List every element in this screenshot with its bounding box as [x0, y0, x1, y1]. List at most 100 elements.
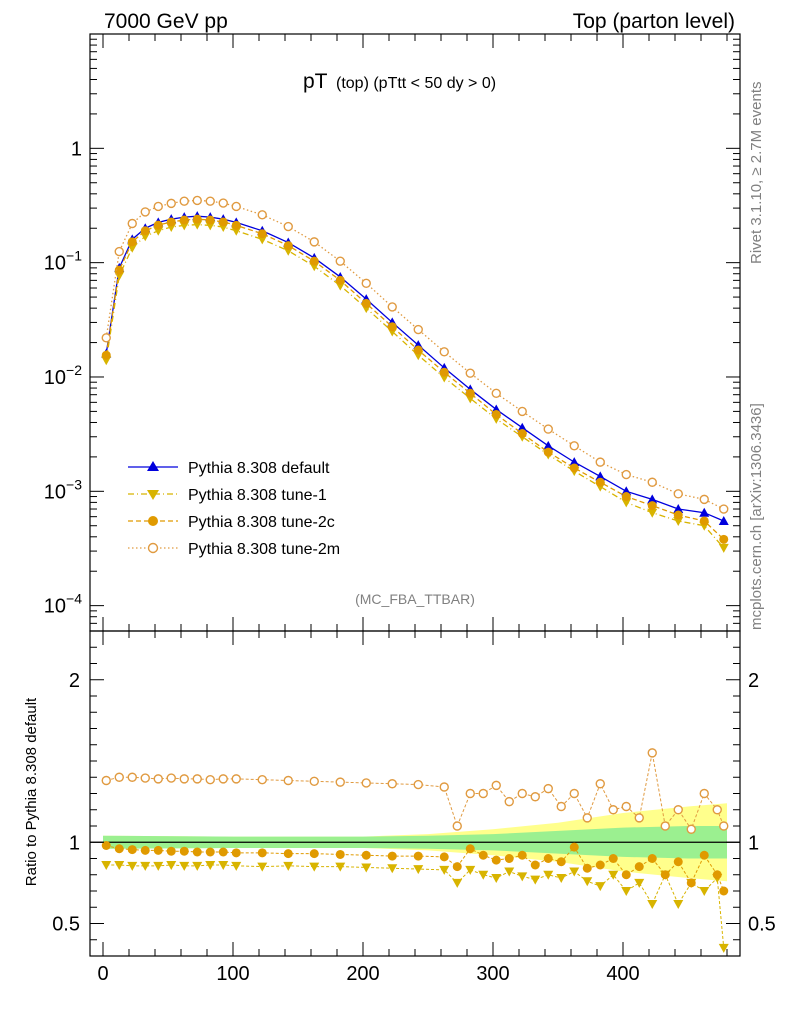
series-2-point-6 — [179, 215, 189, 225]
series-0-point-24 — [595, 471, 606, 481]
series-2-point-11 — [257, 229, 267, 239]
ratio-axes: 2 2 1 1 0.5 0.5 0 100 200 300 400 — [52, 631, 776, 985]
ratio-ytick-label-right-1: 1 — [748, 832, 759, 854]
ratio-series-3-point-22 — [491, 780, 501, 791]
series-3-point-25 — [621, 469, 631, 480]
series-3-point-24 — [595, 457, 605, 467]
series-3-point-19 — [465, 368, 475, 378]
legend-marker-tune-2m — [147, 542, 159, 554]
series-0-point-28 — [699, 507, 710, 517]
ratio-series-2-point-36 — [673, 857, 683, 867]
ratio-series-2-point-24 — [517, 850, 527, 860]
ratio-ytick-label-1: 1 — [69, 832, 80, 854]
main-ytick-label-base-4: 10 — [44, 596, 66, 618]
ratio-series-3-point-24 — [517, 788, 527, 799]
series-3-point-27 — [673, 489, 683, 499]
series-2-point-22 — [543, 447, 553, 457]
ratio-series-1-point-12 — [283, 861, 294, 871]
ratio-series-1-point-7 — [192, 861, 203, 871]
ratio-series-3-point-4 — [153, 774, 163, 784]
legend: Pythia 8.308 default Pythia 8.308 tune-1… — [128, 460, 340, 558]
ratio-series-1-point-21 — [478, 870, 489, 880]
ratio-series-1-point-9 — [218, 861, 229, 870]
ratio-series-3-point-33 — [634, 813, 644, 823]
series-3-point-26 — [647, 477, 657, 487]
ratio-series-2-point-34 — [647, 854, 657, 863]
ratio-series-1-point-16 — [387, 864, 398, 874]
ratio-series-3-point-14 — [335, 777, 345, 787]
ratio-series-1-point-24 — [517, 872, 528, 882]
main-ytick-label-3: 10−3 — [44, 476, 82, 503]
ratio-series-2-point-15 — [361, 850, 371, 860]
ratio-series-3-point-5 — [166, 773, 176, 783]
xtick-label-2: 200 — [346, 963, 379, 985]
ratio-series-2-point-22 — [491, 855, 501, 865]
series-2-point-15 — [361, 298, 371, 308]
ratio-series-2-point-23 — [504, 854, 514, 863]
main-ytick-label-1: 10−1 — [44, 248, 82, 275]
ratio-series-1-point-11 — [257, 862, 268, 872]
series-2-point-28 — [699, 516, 709, 526]
ratio-series-3-point-10 — [231, 774, 241, 784]
series-3-point-17 — [413, 324, 423, 335]
ratio-series-2-point-33 — [634, 862, 644, 872]
series-2-point-4 — [153, 220, 163, 230]
header-left: 7000 GeV pp — [104, 10, 228, 33]
ratio-series-1-point-38 — [699, 887, 710, 896]
ratio-series-3-point-32 — [621, 801, 631, 812]
series-3-point-13 — [309, 237, 319, 247]
ratio-series-2-point-16 — [387, 851, 397, 861]
main-ytick-label-exp-2: −2 — [66, 362, 82, 378]
series-3-point-29 — [719, 504, 729, 514]
series-2-point-29 — [719, 534, 729, 544]
ratio-series-3-point-21 — [478, 788, 488, 799]
ratio-series-2-point-19 — [452, 862, 462, 872]
ratio-series-2-point-5 — [166, 846, 176, 856]
series-2-point-2 — [127, 237, 137, 247]
series-1-point-25 — [621, 498, 632, 508]
ratio-panel-content — [90, 748, 740, 953]
series-3-point-23 — [569, 441, 579, 451]
ratio-series-2-point-12 — [283, 849, 293, 859]
series-2-point-10 — [231, 220, 241, 230]
ratio-series-2-point-40 — [719, 886, 729, 896]
main-ytick-label-0: 1 — [71, 138, 82, 160]
plot-title-main: pT — [303, 70, 328, 93]
ratio-series-3-point-37 — [686, 824, 696, 834]
series-3-point-3 — [140, 207, 150, 217]
ratio-ytick-label-right-0: 2 — [748, 670, 759, 692]
series-1-point-4 — [153, 226, 164, 236]
xtick-label-1: 100 — [216, 963, 249, 985]
series-2-point-7 — [192, 214, 202, 224]
ratio-series-3-point-39 — [712, 805, 722, 815]
series-3-point-12 — [283, 221, 293, 232]
series-3-point-11 — [257, 210, 267, 220]
legend-entry-tune-1: Pythia 8.308 tune-1 — [128, 487, 327, 504]
series-0-point-21 — [517, 422, 528, 432]
ratio-series-2-point-30 — [595, 860, 605, 870]
ratio-ylabel: Ratio to Pythia 8.308 default — [23, 697, 40, 886]
ratio-series-1-point-30 — [595, 882, 606, 892]
series-2-point-18 — [439, 367, 449, 377]
series-3-point-7 — [192, 195, 202, 206]
ratio-series-2-point-38 — [699, 850, 709, 860]
main-ytick-label-4: 10−4 — [44, 591, 82, 618]
ratio-series-2-point-25 — [530, 860, 540, 870]
header-right: Top (parton level) — [573, 10, 735, 33]
ratio-series-2-point-14 — [335, 849, 345, 859]
ratio-series-1-point-32 — [621, 887, 632, 896]
ratio-series-1-point-15 — [361, 863, 372, 873]
plot-title-sub: (top) (pTtt < 50 dy > 0) — [336, 75, 496, 92]
series-3-point-9 — [218, 198, 228, 208]
series-1-point-3 — [140, 232, 151, 242]
series-2-point-21 — [517, 429, 527, 439]
ratio-series-2-point-6 — [179, 846, 189, 856]
series-2-point-14 — [335, 275, 345, 285]
legend-entry-tune-2c: Pythia 8.308 tune-2c — [128, 514, 335, 531]
series-2-point-12 — [283, 241, 293, 251]
ratio-ytick-label-right-2: 0.5 — [748, 914, 776, 936]
ratio-series-1-point-18 — [439, 865, 450, 875]
legend-label-tune-1: Pythia 8.308 tune-1 — [188, 487, 327, 504]
series-2-point-25 — [621, 492, 631, 502]
